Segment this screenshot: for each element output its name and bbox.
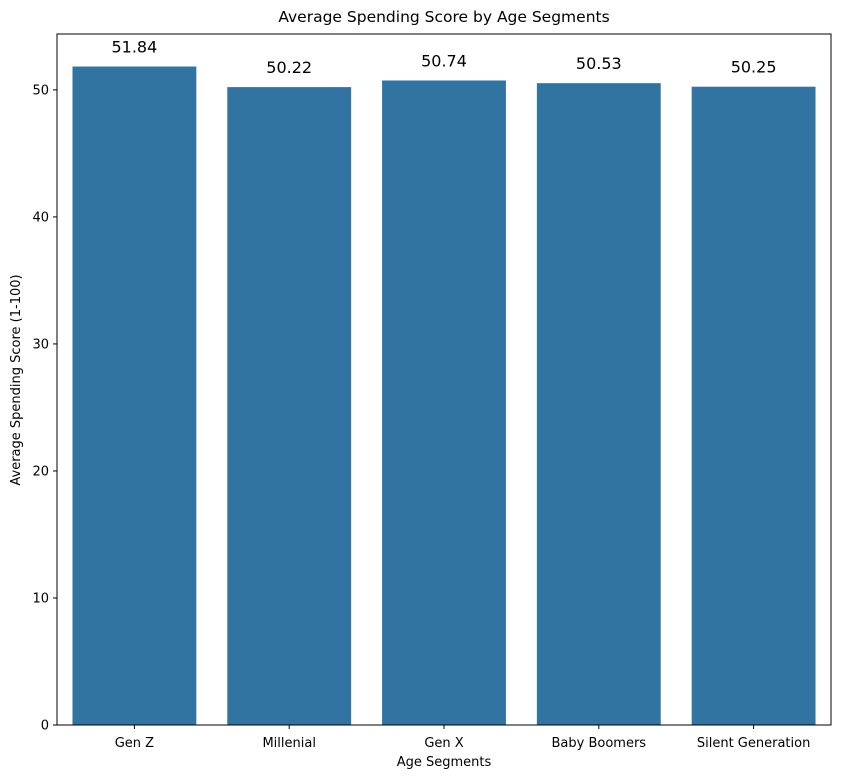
x-tick-label: Silent Generation [697,736,810,751]
bar [536,83,661,726]
data-label: 50.25 [731,58,777,77]
x-axis: Gen Z Millenial Gen X Baby Boomers Silent Ge… [115,725,810,751]
x-tick-label: Gen X [424,736,463,751]
data-labels: 51.84 50.22 50.74 50.53 50.25 [111,38,776,78]
y-axis: 0 10 20 30 40 50 [32,83,57,734]
y-tick-label: 50 [32,83,49,98]
bars [72,66,816,726]
bar [72,66,197,726]
data-label: 51.84 [111,38,157,57]
chart-title: Average Spending Score by Age Segments [278,8,609,26]
y-tick-label: 20 [32,464,49,479]
bar [227,87,352,726]
data-label: 50.22 [266,58,312,77]
y-axis-label: Average Spending Score (1-100) [9,274,24,485]
y-tick-label: 40 [32,210,49,225]
y-tick-label: 0 [41,719,49,734]
x-tick-label: Gen Z [115,736,154,751]
x-tick-label: Millenial [262,736,315,751]
y-tick-label: 30 [32,337,49,352]
data-label: 50.74 [421,51,467,70]
bar [382,80,506,726]
bar [691,86,816,725]
x-tick-label: Baby Boomers [552,736,647,751]
data-label: 50.53 [576,54,622,73]
y-tick-label: 10 [32,591,49,606]
x-axis-label: Age Segments [397,755,492,770]
